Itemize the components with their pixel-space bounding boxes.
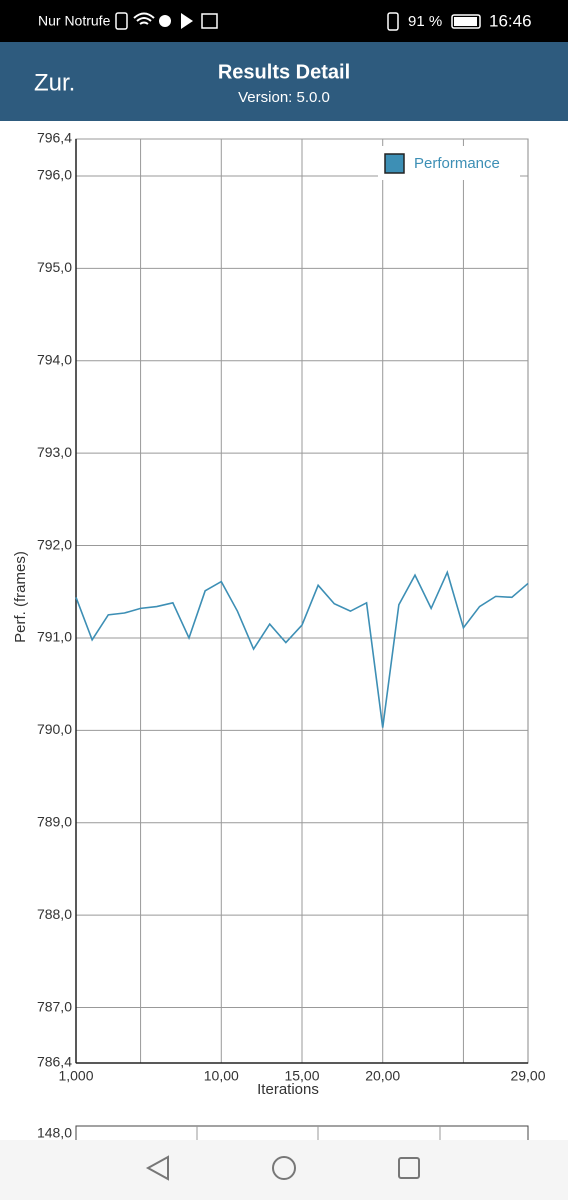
next-chart-tick: 148,0 bbox=[37, 1125, 72, 1141]
header-title: Results Detail bbox=[218, 61, 350, 83]
nav-recents[interactable] bbox=[398, 1157, 420, 1179]
y-tick-label: 787,0 bbox=[37, 998, 72, 1014]
y-tick-label: 795,0 bbox=[37, 259, 72, 275]
x-tick-label: 1,000 bbox=[58, 1068, 93, 1084]
y-tick-label: 789,0 bbox=[37, 813, 72, 829]
y-axis-label: Perf. (frames) bbox=[12, 551, 29, 643]
legend-label: Performance bbox=[414, 155, 500, 172]
y-tick-label: 786,4 bbox=[37, 1054, 72, 1070]
battery-percent: 91 % bbox=[408, 13, 442, 30]
clock: 16:46 bbox=[489, 11, 532, 30]
x-tick-label: 15,00 bbox=[284, 1068, 319, 1084]
data-line bbox=[75, 570, 529, 728]
back-button[interactable]: Zur. bbox=[34, 69, 75, 96]
legend-swatch bbox=[384, 153, 405, 174]
app-header bbox=[0, 42, 568, 121]
y-tick-label: 794,0 bbox=[37, 351, 72, 367]
status-icons bbox=[115, 12, 481, 31]
nav-home[interactable] bbox=[272, 1156, 296, 1180]
y-tick-label: 792,0 bbox=[37, 536, 72, 552]
y-tick-label: 796,4 bbox=[37, 130, 72, 146]
y-tick-label: 796,0 bbox=[37, 167, 72, 183]
header-subtitle: Version: 5.0.0 bbox=[238, 89, 330, 106]
nav-back[interactable] bbox=[145, 1155, 169, 1181]
x-tick-label: 10,00 bbox=[204, 1068, 239, 1084]
nav-bar bbox=[0, 1140, 568, 1200]
y-tick-label: 790,0 bbox=[37, 721, 72, 737]
y-tick-label: 793,0 bbox=[37, 444, 72, 460]
chart: 786,4 787,0 788,0 789,0 790,0 791,0 792,0 793,0… bbox=[12, 130, 546, 1098]
y-tick-label: 788,0 bbox=[37, 906, 72, 922]
x-tick-label: 29,00 bbox=[510, 1068, 545, 1084]
x-axis-label: Iterations bbox=[257, 1081, 319, 1098]
carrier: Nur Notrufe bbox=[38, 13, 111, 29]
x-tick-label: 20,00 bbox=[365, 1068, 400, 1084]
y-tick-label: 791,0 bbox=[37, 629, 72, 645]
